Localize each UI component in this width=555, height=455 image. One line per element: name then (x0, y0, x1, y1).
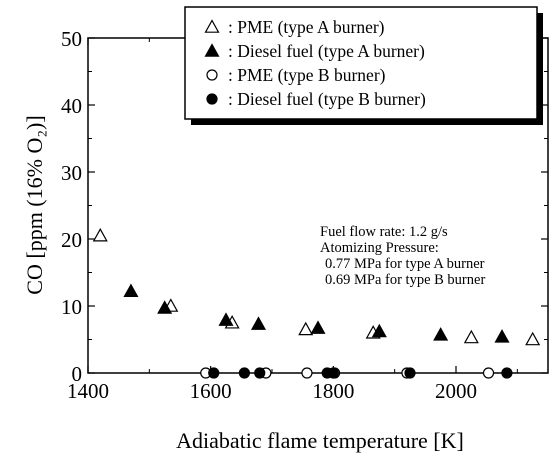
data-point-series-1 (463, 329, 479, 344)
conditions-note: Fuel flow rate: 1.2 g/s Atomizing Pressu… (320, 224, 485, 288)
legend-marker-1 (204, 19, 220, 33)
x-tick-label: 1600 (190, 379, 232, 403)
data-point-series-1 (525, 331, 541, 346)
y-tick-label: 40 (61, 94, 82, 118)
legend-marker-4 (206, 93, 218, 105)
legend-label-1: : PME (type A burner) (228, 17, 385, 37)
y-tick-label: 0 (72, 362, 83, 386)
x-tick-label: 1800 (312, 379, 354, 403)
x-tick-label: 1400 (67, 379, 109, 403)
y-tick-label: 10 (61, 295, 82, 319)
y-tick-label: 30 (61, 161, 82, 185)
data-point-series-4 (404, 367, 416, 379)
data-point-series-4 (208, 367, 220, 379)
data-point-series-2 (310, 320, 326, 334)
data-point-series-4 (254, 367, 266, 379)
y-tick-label: 50 (61, 27, 82, 51)
legend-label-3: : PME (type B burner) (228, 65, 386, 85)
data-point-series-2 (218, 312, 234, 326)
legend-marker-3 (206, 69, 218, 81)
x-tick-label: 2000 (435, 379, 477, 403)
y-tick-label: 20 (61, 228, 82, 252)
data-point-series-1 (92, 227, 108, 242)
x-axis-label: Adiabatic flame temperature [K] (176, 428, 464, 453)
legend-marker-2 (204, 43, 220, 57)
data-point-series-2 (494, 329, 510, 343)
note-line-2: Atomizing Pressure: (320, 240, 439, 256)
legend-box (184, 6, 538, 120)
data-point-series-2 (250, 316, 267, 330)
data-point-series-4 (327, 367, 339, 379)
data-point-series-2 (433, 327, 449, 341)
legend-label-2: : Diesel fuel (type A burner) (228, 41, 425, 61)
data-point-series-2 (157, 300, 173, 314)
data-point-series-4 (501, 367, 513, 379)
data-point-series-2 (371, 323, 387, 338)
data-point-series-2 (123, 283, 139, 298)
legend: : PME (type A burner) : Diesel fuel (type… (184, 6, 543, 125)
note-line-4: 0.69 MPa for type B burner (325, 272, 485, 288)
note-line-3: 0.77 MPa for type A burner (325, 256, 485, 272)
data-point-series-1 (298, 321, 314, 336)
data-point-series-4 (238, 367, 250, 379)
data-point-series-3 (482, 367, 495, 379)
legend-label-4: : Diesel fuel (type B burner) (228, 89, 426, 109)
data-point-series-3 (301, 367, 313, 379)
y-axis-label: CO [ppm (16% O₂)] (22, 115, 47, 294)
data-points (92, 227, 541, 379)
note-line-1: Fuel flow rate: 1.2 g/s (320, 224, 448, 240)
y-axis-ticks: 0 10 20 30 40 50 (61, 27, 548, 386)
